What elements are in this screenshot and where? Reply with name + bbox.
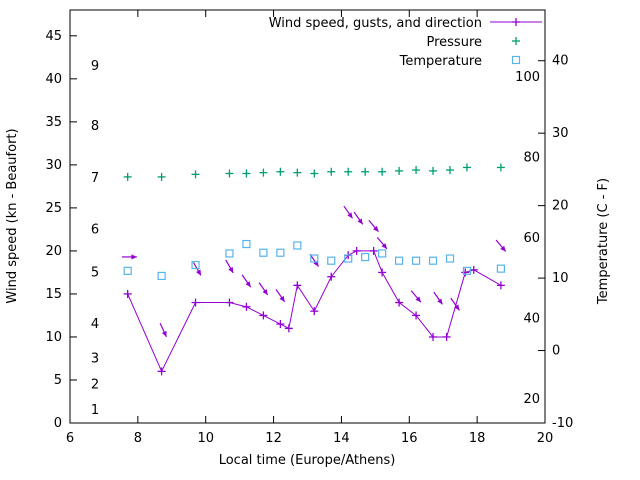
temperature-marker	[157, 271, 166, 281]
temperature-marker	[411, 256, 421, 265]
temperature-marker	[191, 260, 200, 270]
temperature-marker	[344, 254, 353, 263]
y-left-tick-label: 15	[45, 287, 62, 302]
temperature-marker	[123, 266, 132, 275]
wind-gusts-direction-arrow-head	[347, 212, 353, 219]
temperature-marker	[462, 266, 472, 275]
x-tick-label: 14	[333, 431, 350, 446]
fahrenheit-scale-label: 80	[523, 150, 540, 165]
plot-border	[69, 9, 546, 424]
y-right-tick-label: 10	[552, 271, 569, 286]
y-left-tick-label: 0	[54, 416, 62, 431]
wind-gusts-direction-arrow-head	[228, 266, 234, 273]
legend-label-wind: Wind speed, gusts, and direction	[269, 16, 482, 31]
wind-gusts-direction-arrow-head	[381, 243, 387, 249]
y-left-tick-label: 20	[45, 244, 62, 259]
x-axis-title: Local time (Europe/Athens)	[219, 453, 396, 468]
temperature-marker	[378, 249, 387, 258]
x-tick-label: 6	[66, 431, 74, 446]
wind-gusts-direction-arrow-head	[262, 289, 268, 295]
y-right-tick-label: -10	[552, 416, 573, 431]
beaufort-scale-label: 7	[91, 171, 99, 186]
temperature-marker	[225, 249, 234, 258]
x-tick-label: 12	[265, 431, 282, 446]
y-right-tick-label: 20	[552, 199, 569, 214]
x-tick-label: 10	[197, 431, 214, 446]
temperature-marker	[310, 254, 319, 263]
fahrenheit-scale-label: 100	[515, 70, 540, 85]
wind-gusts-direction-arrow-head	[500, 245, 506, 252]
x-tick-label: 16	[401, 431, 418, 446]
beaufort-scale-label: 2	[91, 377, 99, 392]
y-left-tick-label: 25	[45, 201, 62, 216]
temperature-marker	[293, 241, 302, 250]
beaufort-scale-label: 5	[91, 265, 99, 280]
beaufort-scale-label: 6	[91, 222, 99, 237]
legend-label-temperature: Temperature	[399, 54, 482, 69]
fahrenheit-scale-label: 40	[523, 311, 540, 326]
wind-gusts-direction-arrow-head	[131, 254, 137, 260]
temperature-marker	[327, 256, 336, 265]
x-tick-label: 20	[537, 431, 554, 446]
y-right-tick-label: 30	[552, 126, 569, 141]
beaufort-scale-label: 3	[91, 351, 99, 366]
y-left-tick-label: 35	[45, 115, 62, 130]
temperature-marker	[361, 252, 370, 262]
wind-gusts-direction-arrow-head	[415, 296, 421, 303]
wind-gusts-direction-arrow-head	[437, 298, 443, 305]
y-left-tick-label: 5	[54, 373, 62, 388]
y-right-tick-label: 0	[552, 344, 560, 359]
temperature-marker	[395, 256, 404, 265]
beaufort-scale-label: 1	[91, 403, 99, 418]
fahrenheit-scale-label: 60	[523, 231, 540, 246]
beaufort-scale-label: 8	[91, 119, 99, 134]
temperature-marker	[242, 239, 251, 249]
legend-temperature-sample-marker	[511, 55, 521, 65]
temperature-marker	[445, 254, 455, 263]
chart-labels: Local time (Europe/Athens) Wind speed (k…	[5, 16, 611, 468]
wind-gusts-direction-arrow-head	[373, 225, 379, 232]
y-left-tick-label: 10	[45, 330, 62, 345]
beaufort-scale-label: 4	[91, 317, 99, 332]
temperature-marker	[428, 256, 438, 265]
wind-speed-line	[127, 250, 502, 373]
wind-gusts-direction-arrow-head	[279, 295, 285, 302]
x-tick-label: 18	[469, 431, 486, 446]
y-left-tick-label: 40	[45, 72, 62, 87]
wind-gusts-direction-arrow-head	[357, 218, 363, 225]
x-tick-label: 8	[134, 431, 142, 446]
y2-axis-title: Temperature (C - F)	[596, 178, 611, 305]
wind-gusts-direction-arrow-head	[196, 269, 201, 276]
wind-gusts-direction-arrow-head	[161, 330, 167, 337]
plot-area: 6 8 10 12 14 16 18 2005101520253035404512345678…	[45, 9, 573, 446]
fahrenheit-scale-label: 20	[523, 392, 540, 407]
temperature-marker	[259, 248, 268, 257]
y-left-tick-label: 30	[45, 158, 62, 173]
legend-label-pressure: Pressure	[426, 35, 482, 50]
y-right-tick-label: 40	[552, 54, 569, 69]
wind-gusts-direction-arrow-head	[245, 281, 251, 288]
wind-gusts-direction-arrow-head	[454, 304, 460, 311]
y-axis-title: Wind speed (kn - Beaufort)	[5, 128, 20, 303]
y-left-tick-label: 45	[45, 29, 62, 44]
temperature-marker	[496, 264, 505, 273]
temperature-marker	[276, 248, 285, 257]
beaufort-scale-label: 9	[91, 59, 99, 74]
